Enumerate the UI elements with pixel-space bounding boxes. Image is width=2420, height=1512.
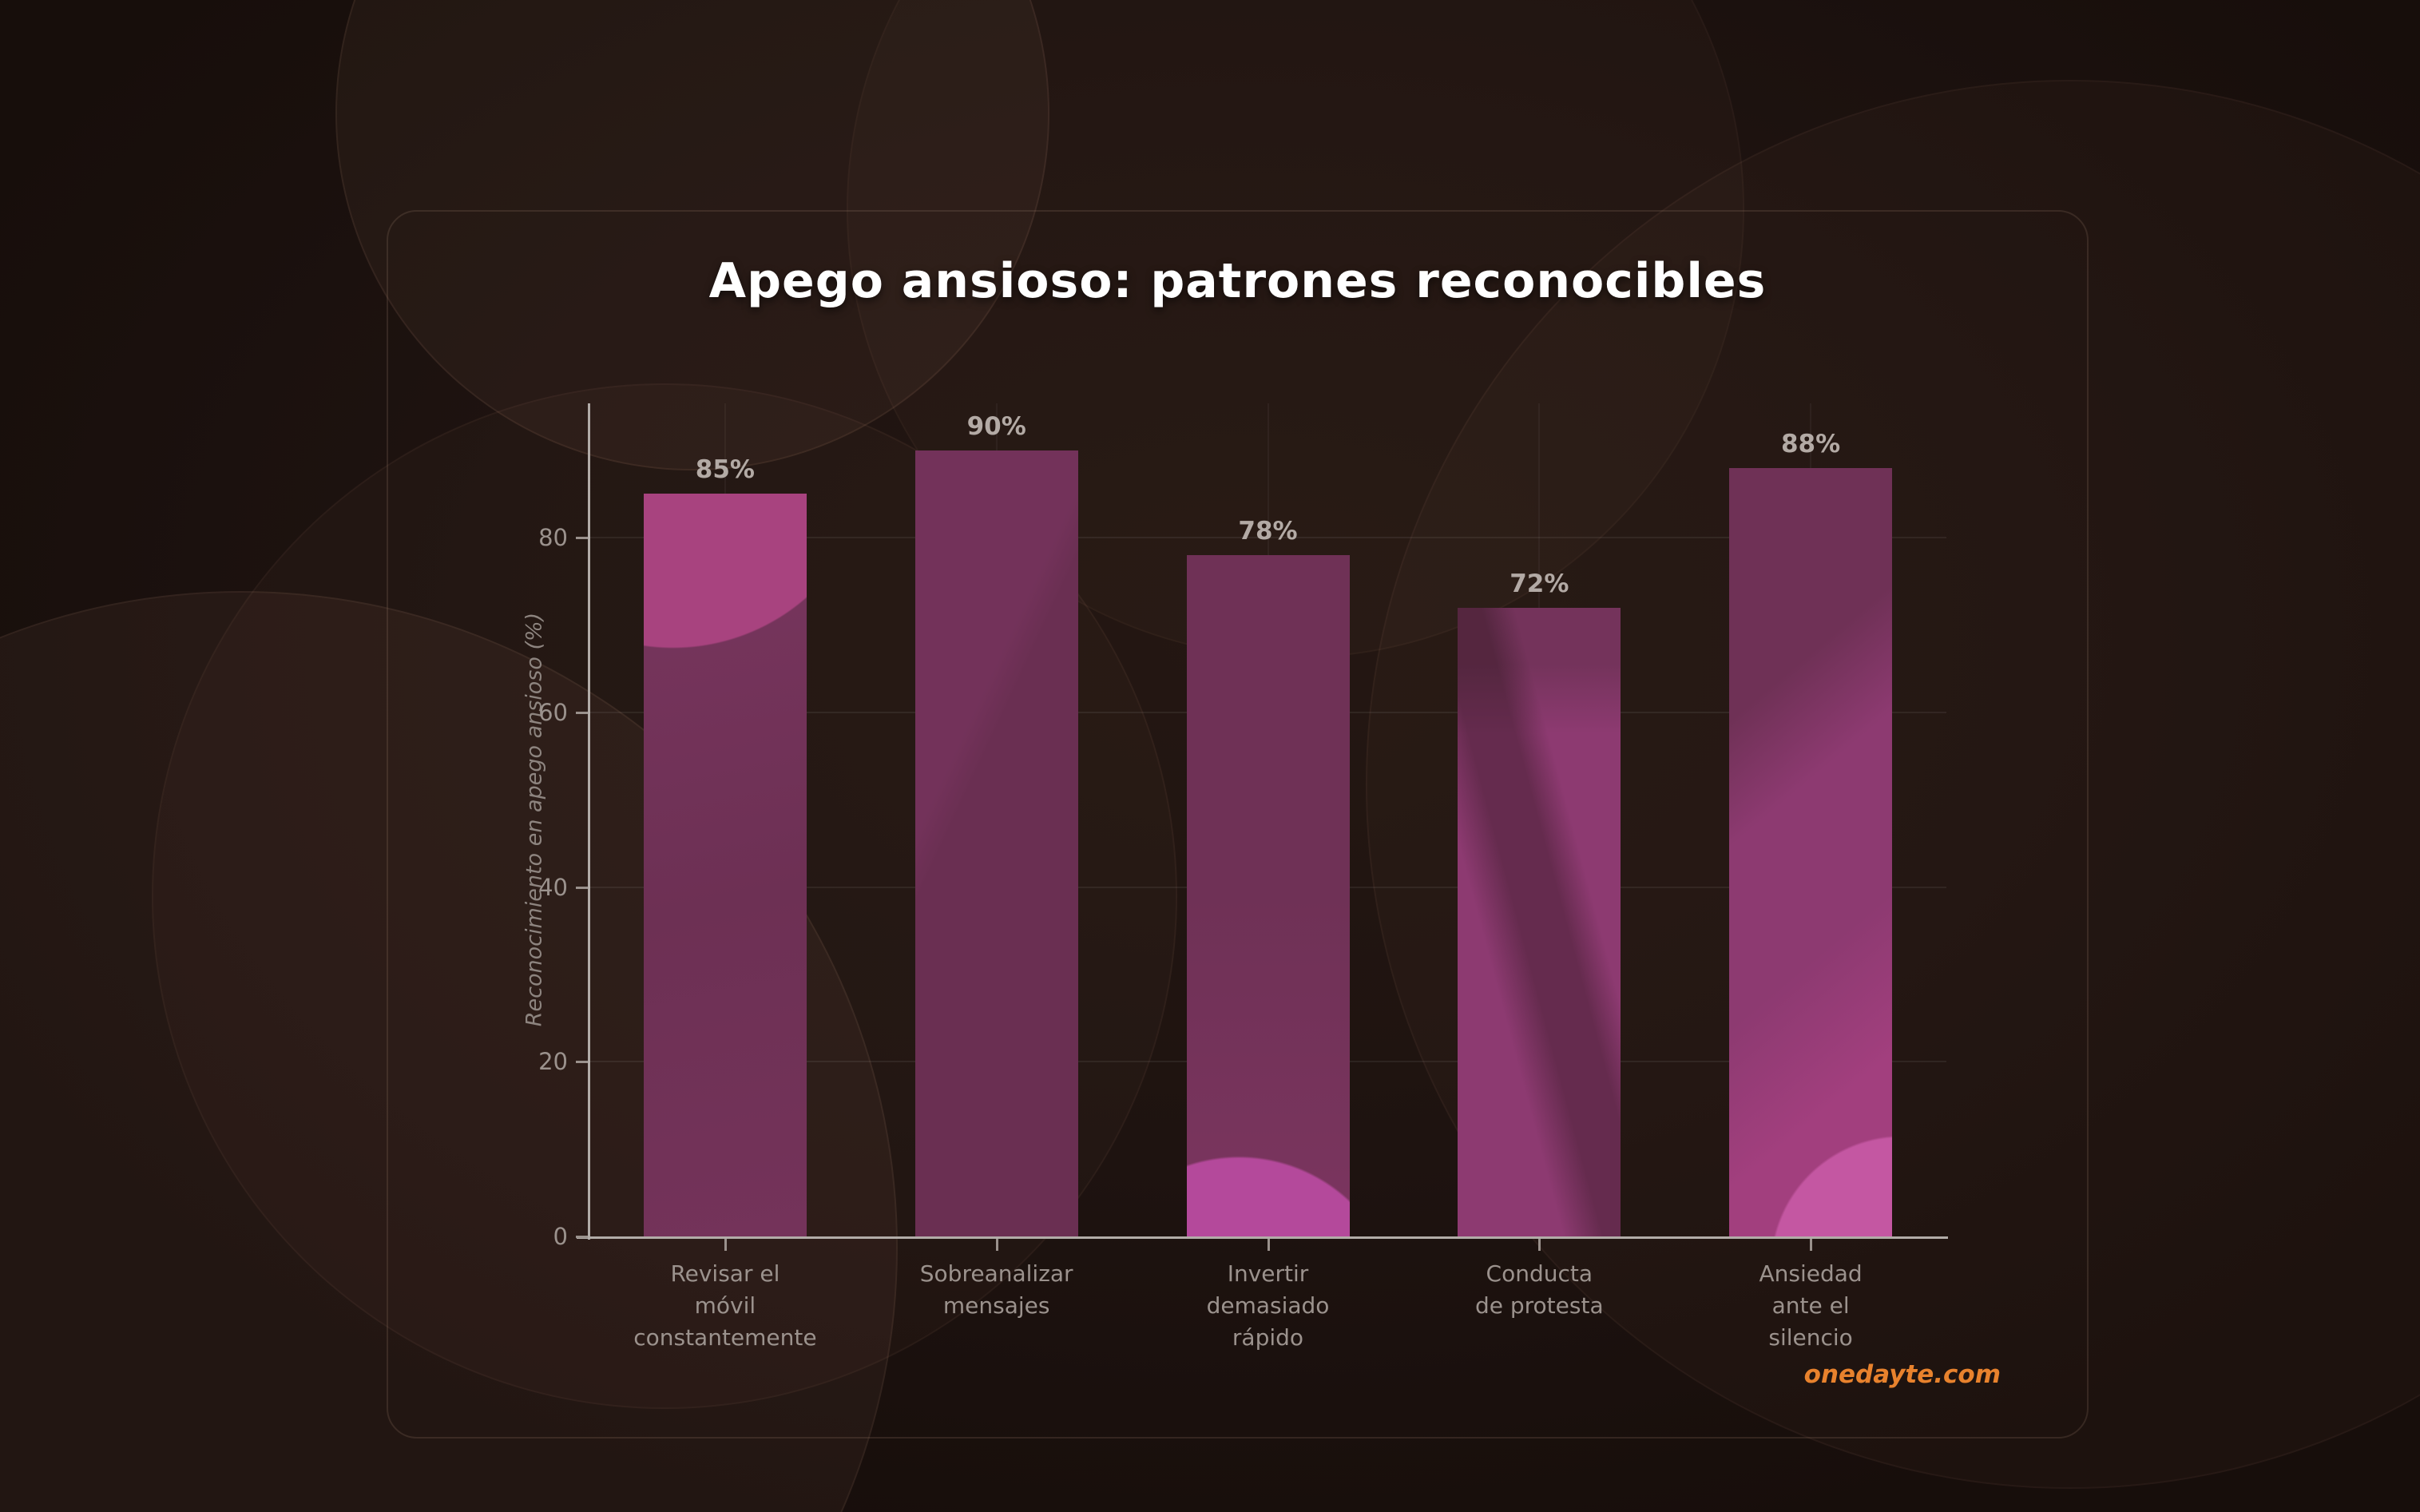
x-category-label: Conducta de protesta [1403, 1258, 1675, 1322]
x-category-label-line: de protesta [1474, 1292, 1604, 1319]
y-gridline [589, 537, 1946, 538]
x-category-label-line: mensajes [942, 1292, 1050, 1319]
y-tick-label: 40 [538, 873, 568, 901]
x-category-label-line: silencio [1768, 1323, 1853, 1351]
x-category-label-line: rápido [1232, 1323, 1304, 1351]
x-category-label-line: demasiado [1206, 1292, 1330, 1319]
x-tick-mark [1810, 1239, 1813, 1251]
bar [914, 450, 1078, 1236]
bar-value-label: 88% [1780, 429, 1841, 458]
y-tick-mark [576, 537, 588, 539]
x-category-label: Ansiedad ante el silencio [1675, 1258, 1946, 1353]
bar [1186, 554, 1350, 1236]
x-category-label-line: Invertir [1227, 1260, 1309, 1287]
plot-area: Reconocimiento en apego ansioso (%) 0 20 4… [522, 403, 1948, 1351]
y-tick-label: 80 [538, 524, 568, 551]
bar [643, 494, 807, 1236]
y-tick-mark [576, 711, 588, 714]
bar-value-label: 72% [1510, 569, 1569, 598]
x-category-label: Revisar el móvil constantemente [589, 1258, 861, 1353]
y-tick-label: 60 [538, 698, 568, 726]
x-category-label-line: constantemente [633, 1323, 817, 1351]
y-tick-mark [576, 886, 588, 889]
bar-value-label: 85% [695, 455, 755, 485]
bar [1729, 467, 1893, 1236]
watermark: onedayte.com [1803, 1360, 2001, 1389]
bar [1458, 607, 1621, 1236]
y-tick-label: 0 [553, 1223, 568, 1250]
y-tick-mark [576, 1061, 588, 1064]
bar-value-label: 90% [966, 411, 1026, 441]
x-axis-line [577, 1236, 1948, 1239]
x-tick-mark [1267, 1239, 1270, 1251]
x-category-label-line: ante el [1771, 1292, 1850, 1319]
x-category-label: Sobreanalizar mensajes [861, 1258, 1133, 1322]
chart-title: Apego ansioso: patrones reconocibles [708, 253, 1767, 309]
y-tick-label: 20 [538, 1048, 568, 1076]
x-tick-mark [724, 1239, 727, 1251]
x-category-label-line: Conducta [1486, 1260, 1593, 1287]
x-tick-mark [1538, 1239, 1541, 1251]
y-tick-mark [576, 1236, 588, 1238]
chart-card: Apego ansioso: patrones reconocibles one… [387, 210, 2089, 1439]
y-axis-label: Reconocimiento en apego ansioso (%) [522, 612, 547, 1027]
bar-value-label: 78% [1238, 516, 1298, 546]
x-tick-mark [995, 1239, 998, 1251]
x-category-label-line: móvil [694, 1292, 756, 1319]
y-axis-line [588, 403, 590, 1240]
x-category-label-line: Sobreanalizar [919, 1260, 1073, 1287]
x-category-label: Invertir demasiado rápido [1133, 1258, 1404, 1353]
x-category-label-line: Revisar el [670, 1260, 780, 1287]
x-category-label-line: Ansiedad [1759, 1260, 1863, 1287]
